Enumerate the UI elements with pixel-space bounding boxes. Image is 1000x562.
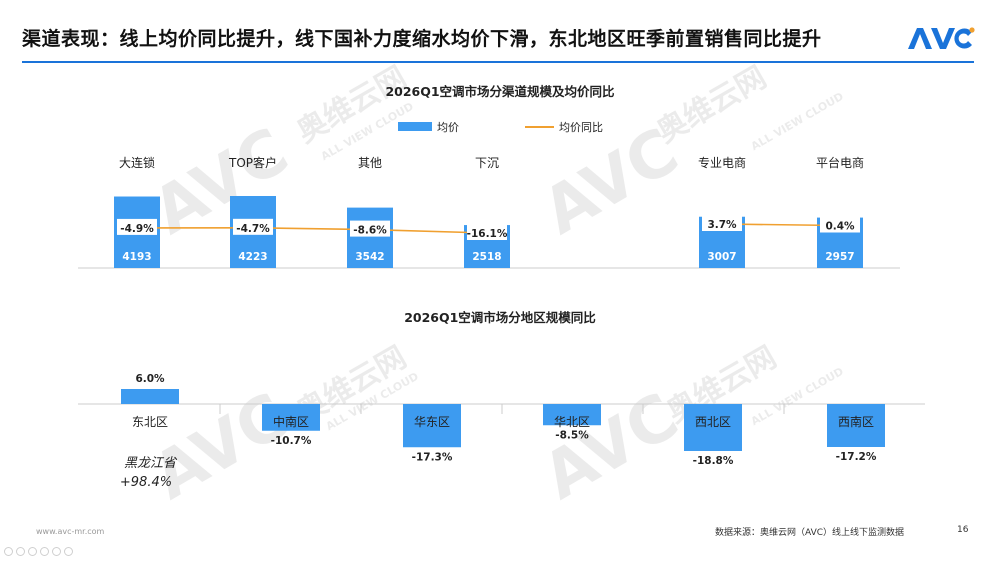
yoy-label-bg [233, 218, 273, 235]
annotation-value: +98.4% [120, 475, 172, 490]
avc-logo [908, 27, 975, 49]
region-value-label: -18.8% [693, 455, 734, 467]
category-label: TOP客户 [228, 155, 277, 170]
price-value-label: 3542 [355, 251, 384, 263]
price-bar [347, 207, 393, 268]
region-value-label: -17.3% [412, 451, 453, 463]
category-label: 下沉 [475, 156, 499, 170]
yoy-label: -4.7% [236, 223, 270, 235]
yoy-label-bg [820, 216, 860, 233]
region-value-label: -17.2% [836, 451, 877, 463]
region-bar [262, 404, 320, 431]
source-note: 数据来源：奥维云网（AVC）线上线下监测数据 [715, 528, 905, 538]
region-bar [403, 404, 461, 448]
yoy-label: -16.1% [467, 228, 508, 240]
region-label: 西南区 [838, 414, 874, 429]
price-value-label: 4223 [238, 251, 267, 263]
yoy-label-bg [117, 218, 157, 235]
price-value-label: 3007 [707, 251, 736, 263]
legend-label-bar: 均价 [437, 121, 459, 134]
yoy-label-bg [702, 215, 742, 231]
price-value-label: 2957 [825, 251, 854, 263]
region-value-label: -8.5% [555, 429, 589, 441]
legend-label-line: 均价同比 [559, 121, 603, 134]
more-icon[interactable] [64, 547, 73, 556]
yoy-label-bg [350, 220, 390, 237]
yoy-label: -4.9% [120, 223, 154, 235]
category-label: 其他 [358, 156, 382, 170]
category-label: 平台电商 [816, 155, 864, 170]
yoy-label: -8.6% [353, 225, 387, 237]
prev-icon[interactable] [4, 547, 13, 556]
annotation-region: 黑龙江省 [124, 456, 178, 471]
region-bar [684, 404, 742, 451]
category-label: 专业电商 [698, 155, 746, 170]
region-label: 西北区 [695, 415, 731, 429]
pen-icon[interactable] [28, 547, 37, 556]
region-label: 东北区 [132, 415, 168, 429]
slide-toolbar[interactable] [4, 547, 73, 556]
legend-bar-swatch [398, 122, 432, 131]
chart2-title: 2026Q1空调市场分地区规模同比 [404, 310, 596, 325]
title-rule [22, 61, 974, 63]
chart1-title: 2026Q1空调市场分渠道规模及均价同比 [385, 84, 615, 99]
category-label: 大连锁 [119, 155, 155, 170]
page-number: 16 [957, 525, 969, 535]
region-bar [543, 404, 601, 426]
region-value-label: -10.7% [271, 435, 312, 447]
region-label: 华东区 [414, 415, 450, 429]
yoy-label: 3.7% [707, 219, 737, 231]
next-icon[interactable] [16, 547, 25, 556]
price-value-label: 4193 [122, 251, 151, 263]
yoy-label: 0.4% [825, 221, 855, 233]
zoom-icon[interactable] [52, 547, 61, 556]
page-title: 渠道表现：线上均价同比提升，线下国补力度缩水均价下滑，东北地区旺季前置销售同比提… [22, 28, 822, 50]
region-bar [121, 389, 179, 404]
region-label: 中南区 [273, 414, 309, 429]
region-bar [827, 404, 885, 447]
region-value-label: 6.0% [135, 373, 165, 385]
yoy-line [136, 226, 488, 234]
price-value-label: 2518 [472, 251, 501, 263]
yoy-label-bg [467, 224, 507, 240]
region-label: 华北区 [554, 415, 590, 429]
website-text: www.avc-mr.com [36, 527, 105, 536]
menu-icon[interactable] [40, 547, 49, 556]
